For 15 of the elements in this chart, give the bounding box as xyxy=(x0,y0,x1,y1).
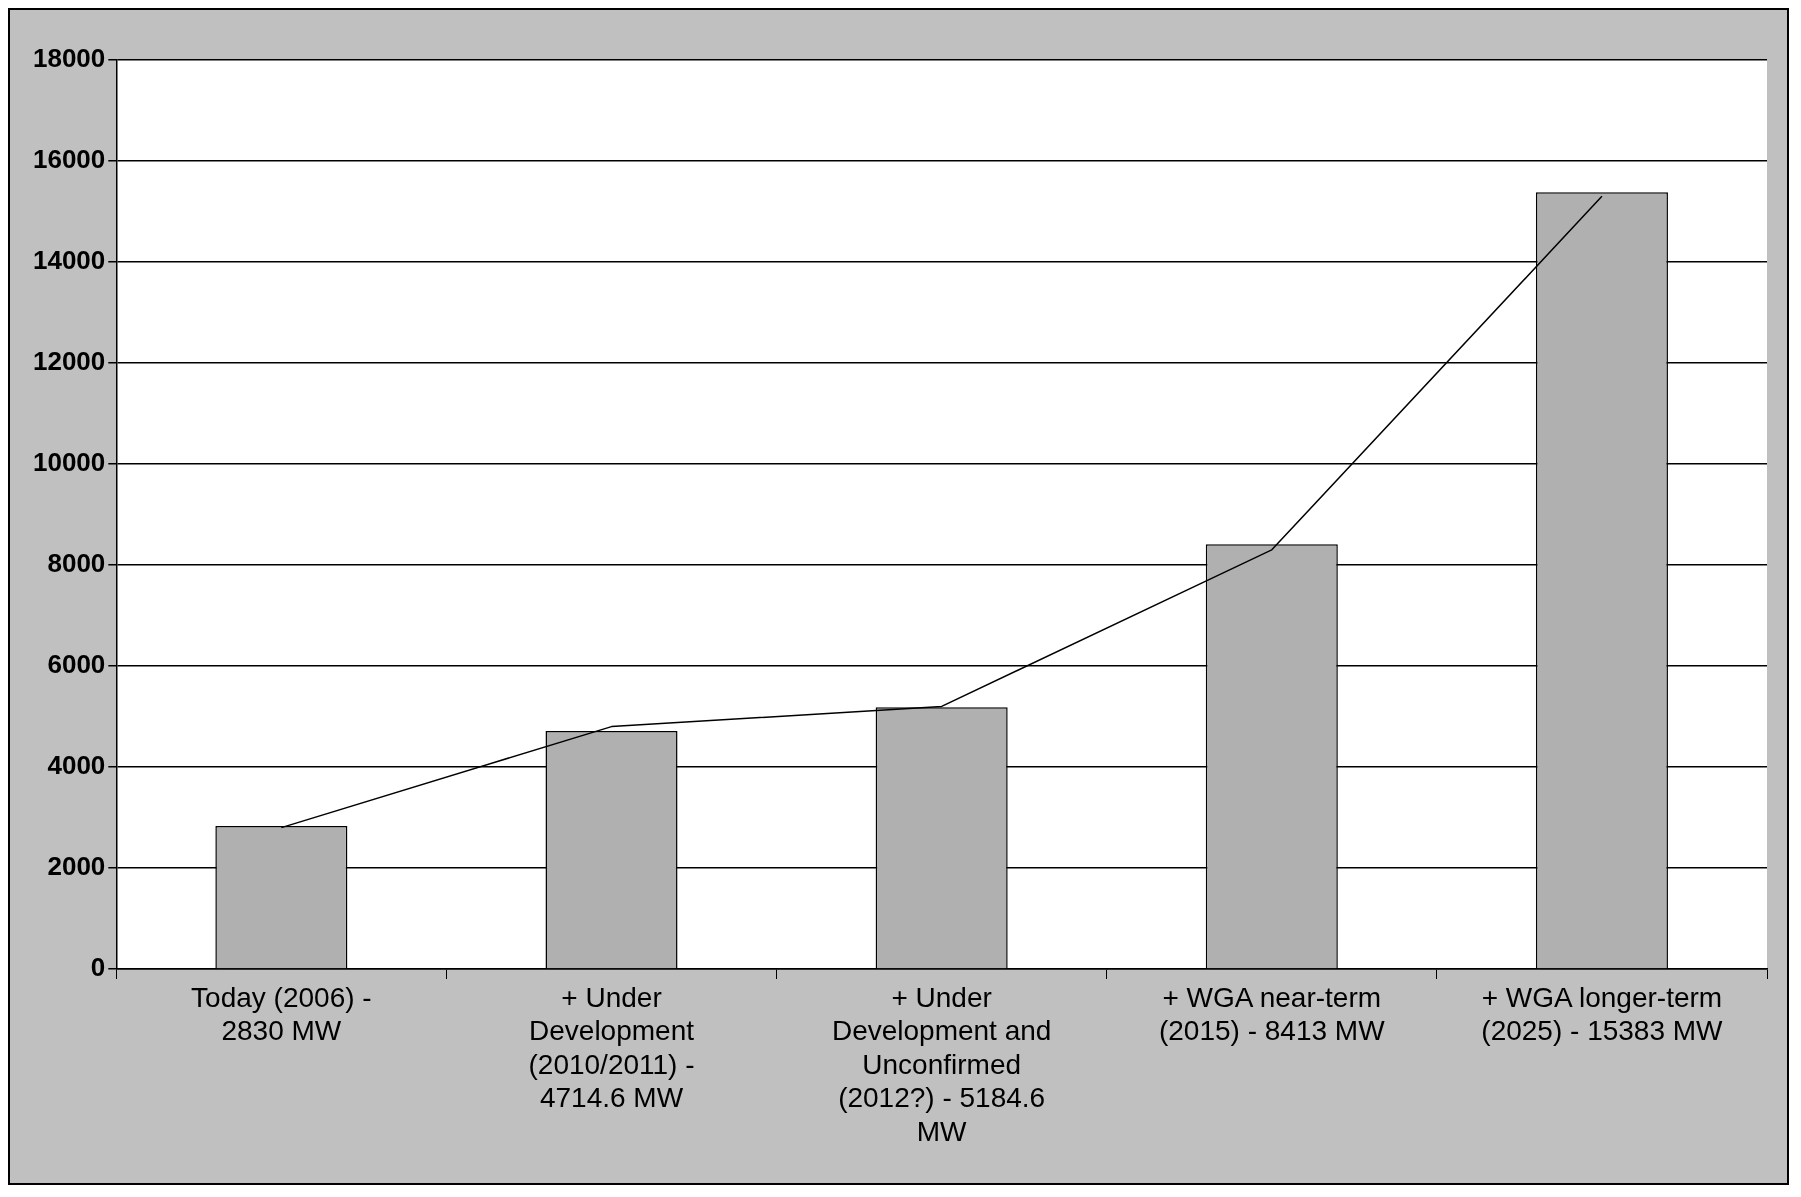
y-tick-label: 16000 xyxy=(32,144,106,175)
x-tick-label: Today (2006) - 2830 MW xyxy=(191,981,372,1047)
y-tick-label: 2000 xyxy=(47,851,106,882)
y-tick-label: 0 xyxy=(90,952,106,983)
y-tick-label: 8000 xyxy=(47,548,106,579)
x-tick-label: + Under Development (2010/2011) - 4714.6 MW xyxy=(528,981,695,1114)
x-tick-label: + WGA near-term (2015) - 8413 MW xyxy=(1158,981,1386,1047)
x-tick-label: + Under Development and Unconfirmed (2012?) - 5184.6 MW xyxy=(831,981,1052,1147)
y-tick-label: 12000 xyxy=(32,346,106,377)
y-tick-label: 6000 xyxy=(47,649,106,680)
y-tick-label: 4000 xyxy=(47,750,106,781)
y-tick-label: 14000 xyxy=(32,245,106,276)
y-tick-label: 10000 xyxy=(32,447,106,478)
y-tick-label: 18000 xyxy=(32,43,106,74)
x-tick-label: + WGA longer-term (2025) - 15383 MW xyxy=(1481,981,1724,1047)
